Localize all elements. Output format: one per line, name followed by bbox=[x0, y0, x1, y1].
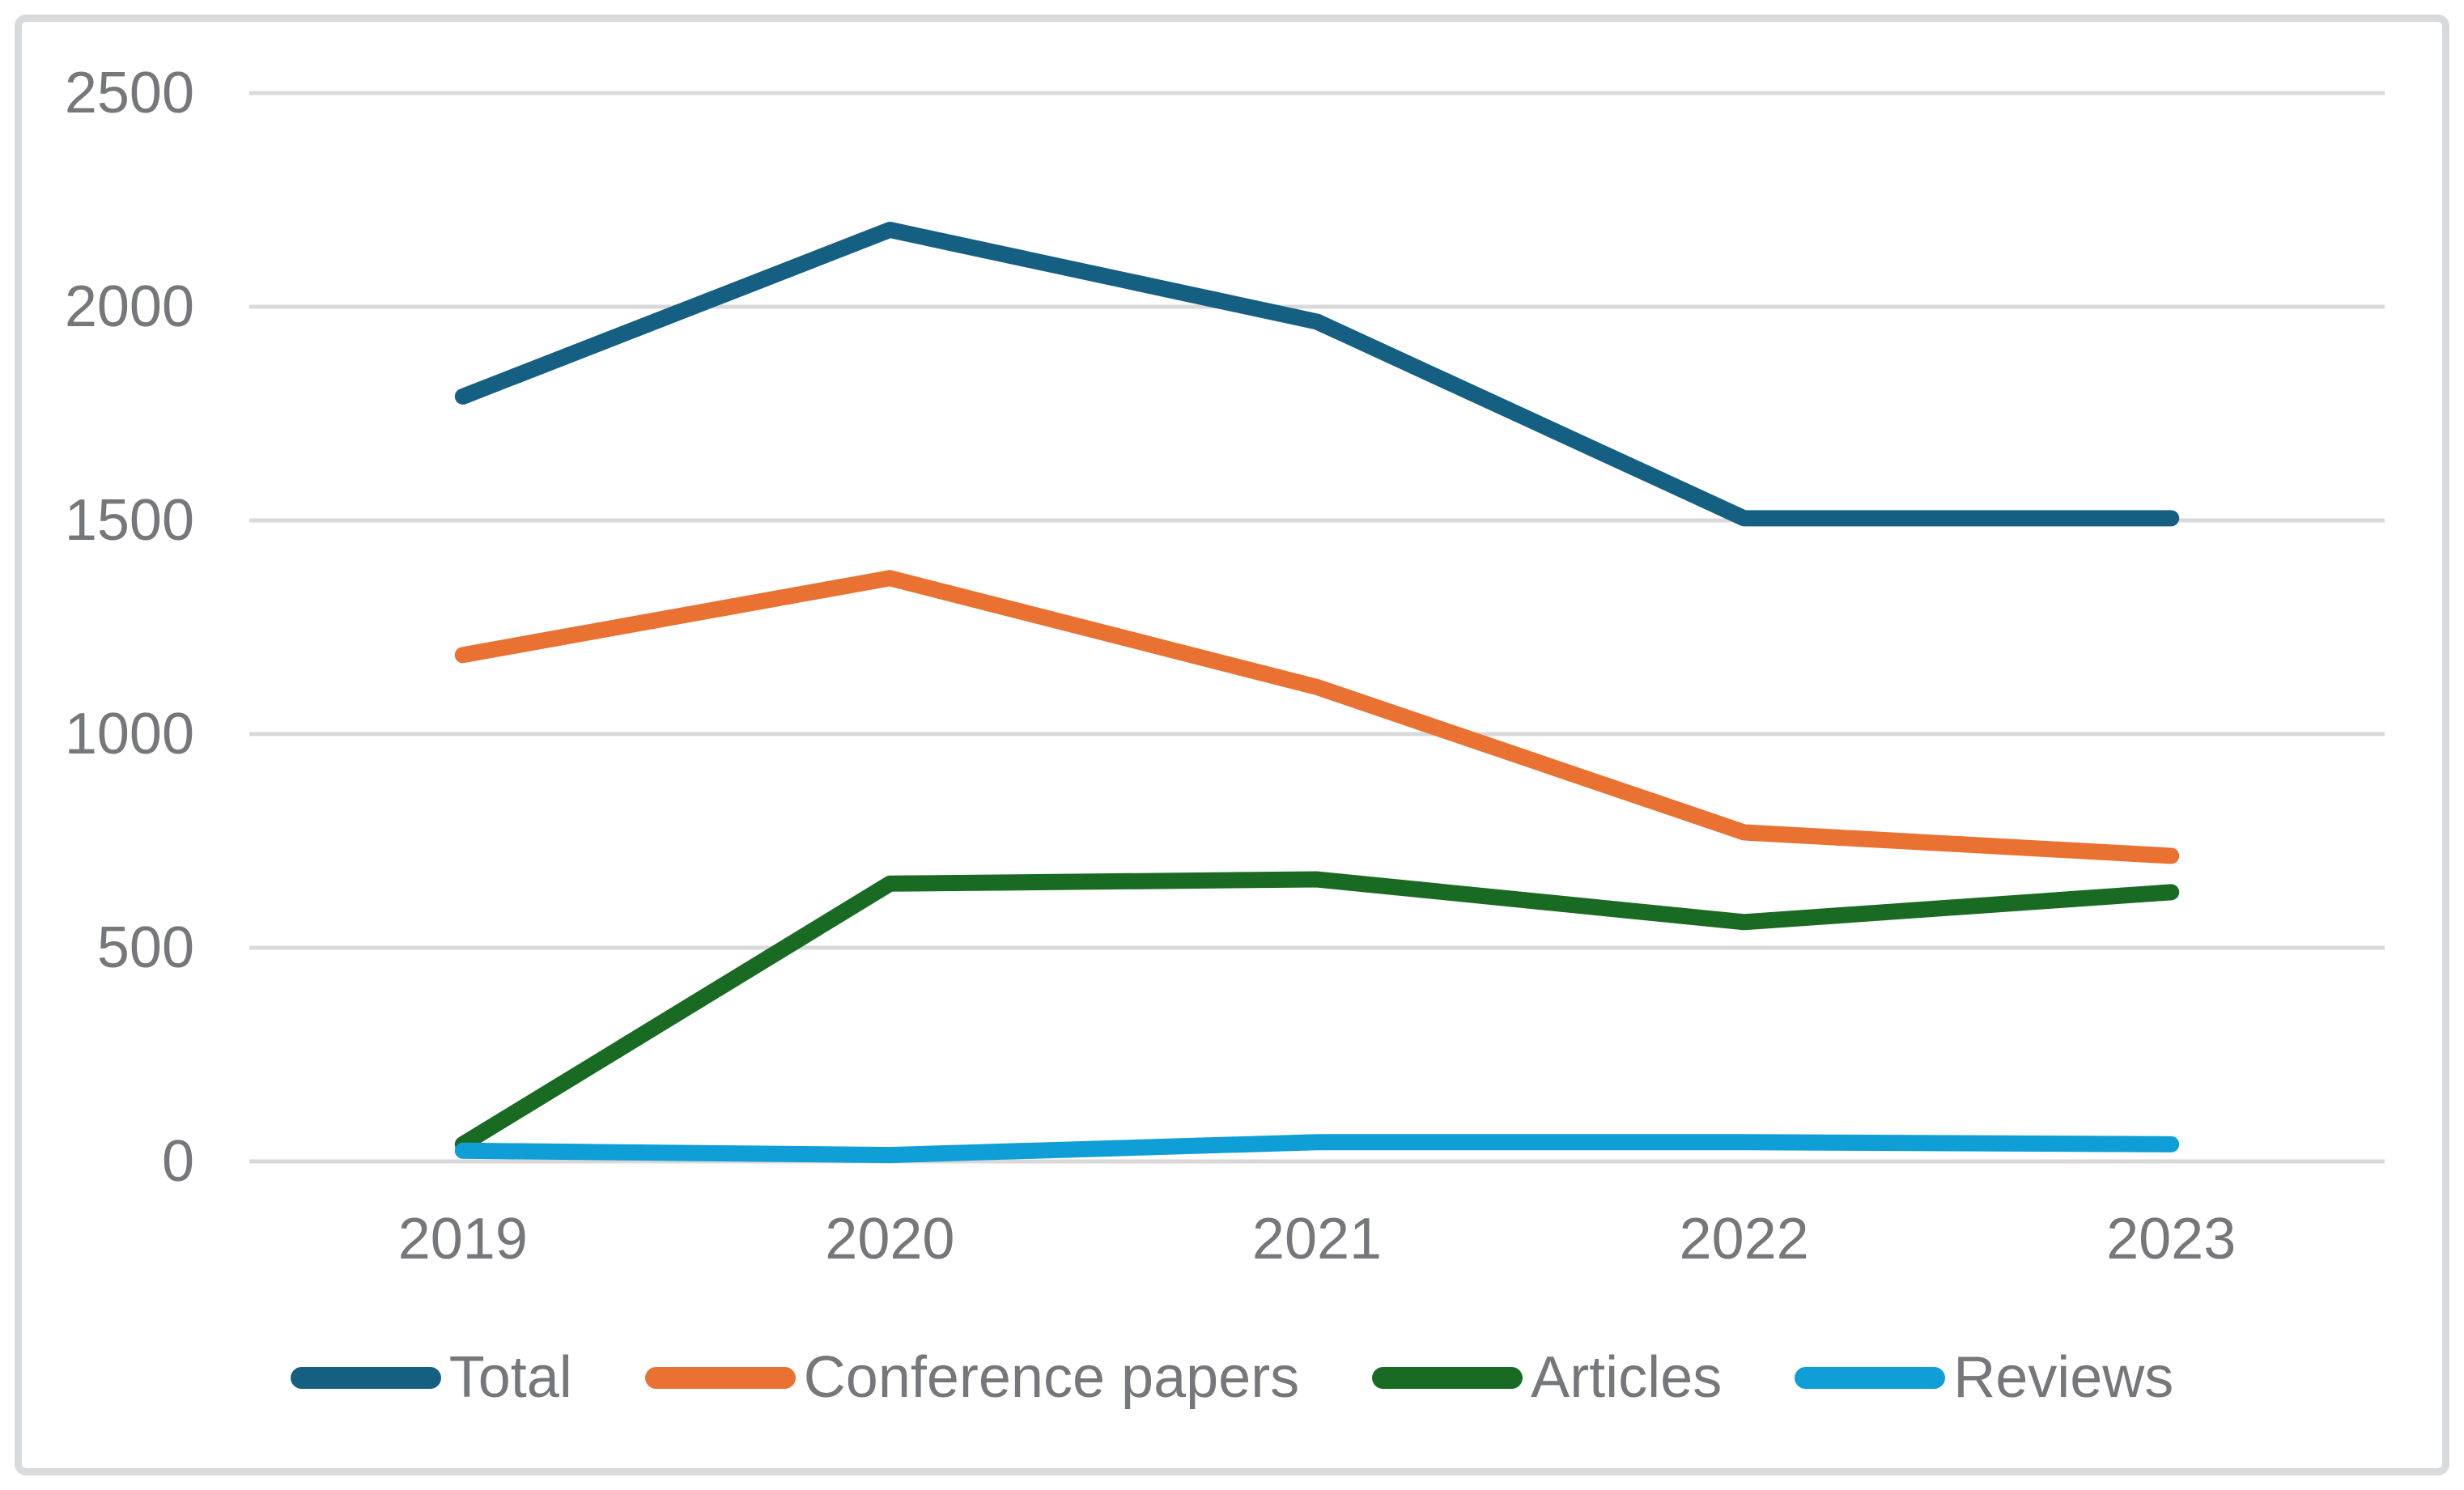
y-tick-label-1000: 1000 bbox=[64, 702, 194, 766]
legend-swatch-articles bbox=[1372, 1366, 1523, 1389]
series-line-articles bbox=[454, 871, 2180, 1153]
series-line-conference-papers bbox=[454, 570, 2180, 864]
y-tick-label-2500: 2500 bbox=[64, 61, 194, 125]
legend-item-total: Total bbox=[290, 1344, 572, 1411]
legend-item-articles: Articles bbox=[1372, 1344, 1722, 1411]
x-tick-label-2021: 2021 bbox=[1251, 1207, 1383, 1271]
x-tick-label-2020: 2020 bbox=[825, 1207, 955, 1271]
legend-label-articles: Articles bbox=[1531, 1345, 1723, 1410]
y-tick-label-1500: 1500 bbox=[64, 488, 194, 553]
x-tick-label-2019: 2019 bbox=[397, 1207, 528, 1271]
x-tick-label-2022: 2022 bbox=[1679, 1207, 1809, 1271]
x-tick-label-2023: 2023 bbox=[2106, 1207, 2237, 1271]
y-tick-label-500: 500 bbox=[96, 915, 194, 980]
series-line-total bbox=[454, 221, 2180, 527]
y-tick-label-0: 0 bbox=[161, 1129, 194, 1194]
series-line-reviews bbox=[454, 1134, 2180, 1164]
legend-item-conference-papers: Conference papers bbox=[644, 1344, 1300, 1411]
legend: Total Conference papers Articles Reviews bbox=[0, 1340, 2464, 1415]
legend-label-total: Total bbox=[448, 1345, 572, 1410]
legend-swatch-conference-papers bbox=[644, 1366, 796, 1389]
legend-item-reviews: Reviews bbox=[1795, 1344, 2173, 1411]
legend-label-reviews: Reviews bbox=[1953, 1345, 2174, 1410]
legend-swatch-reviews bbox=[1795, 1366, 1946, 1389]
legend-swatch-total bbox=[290, 1366, 441, 1389]
y-tick-label-2000: 2000 bbox=[64, 274, 194, 339]
legend-label-conference-papers: Conference papers bbox=[803, 1345, 1300, 1410]
